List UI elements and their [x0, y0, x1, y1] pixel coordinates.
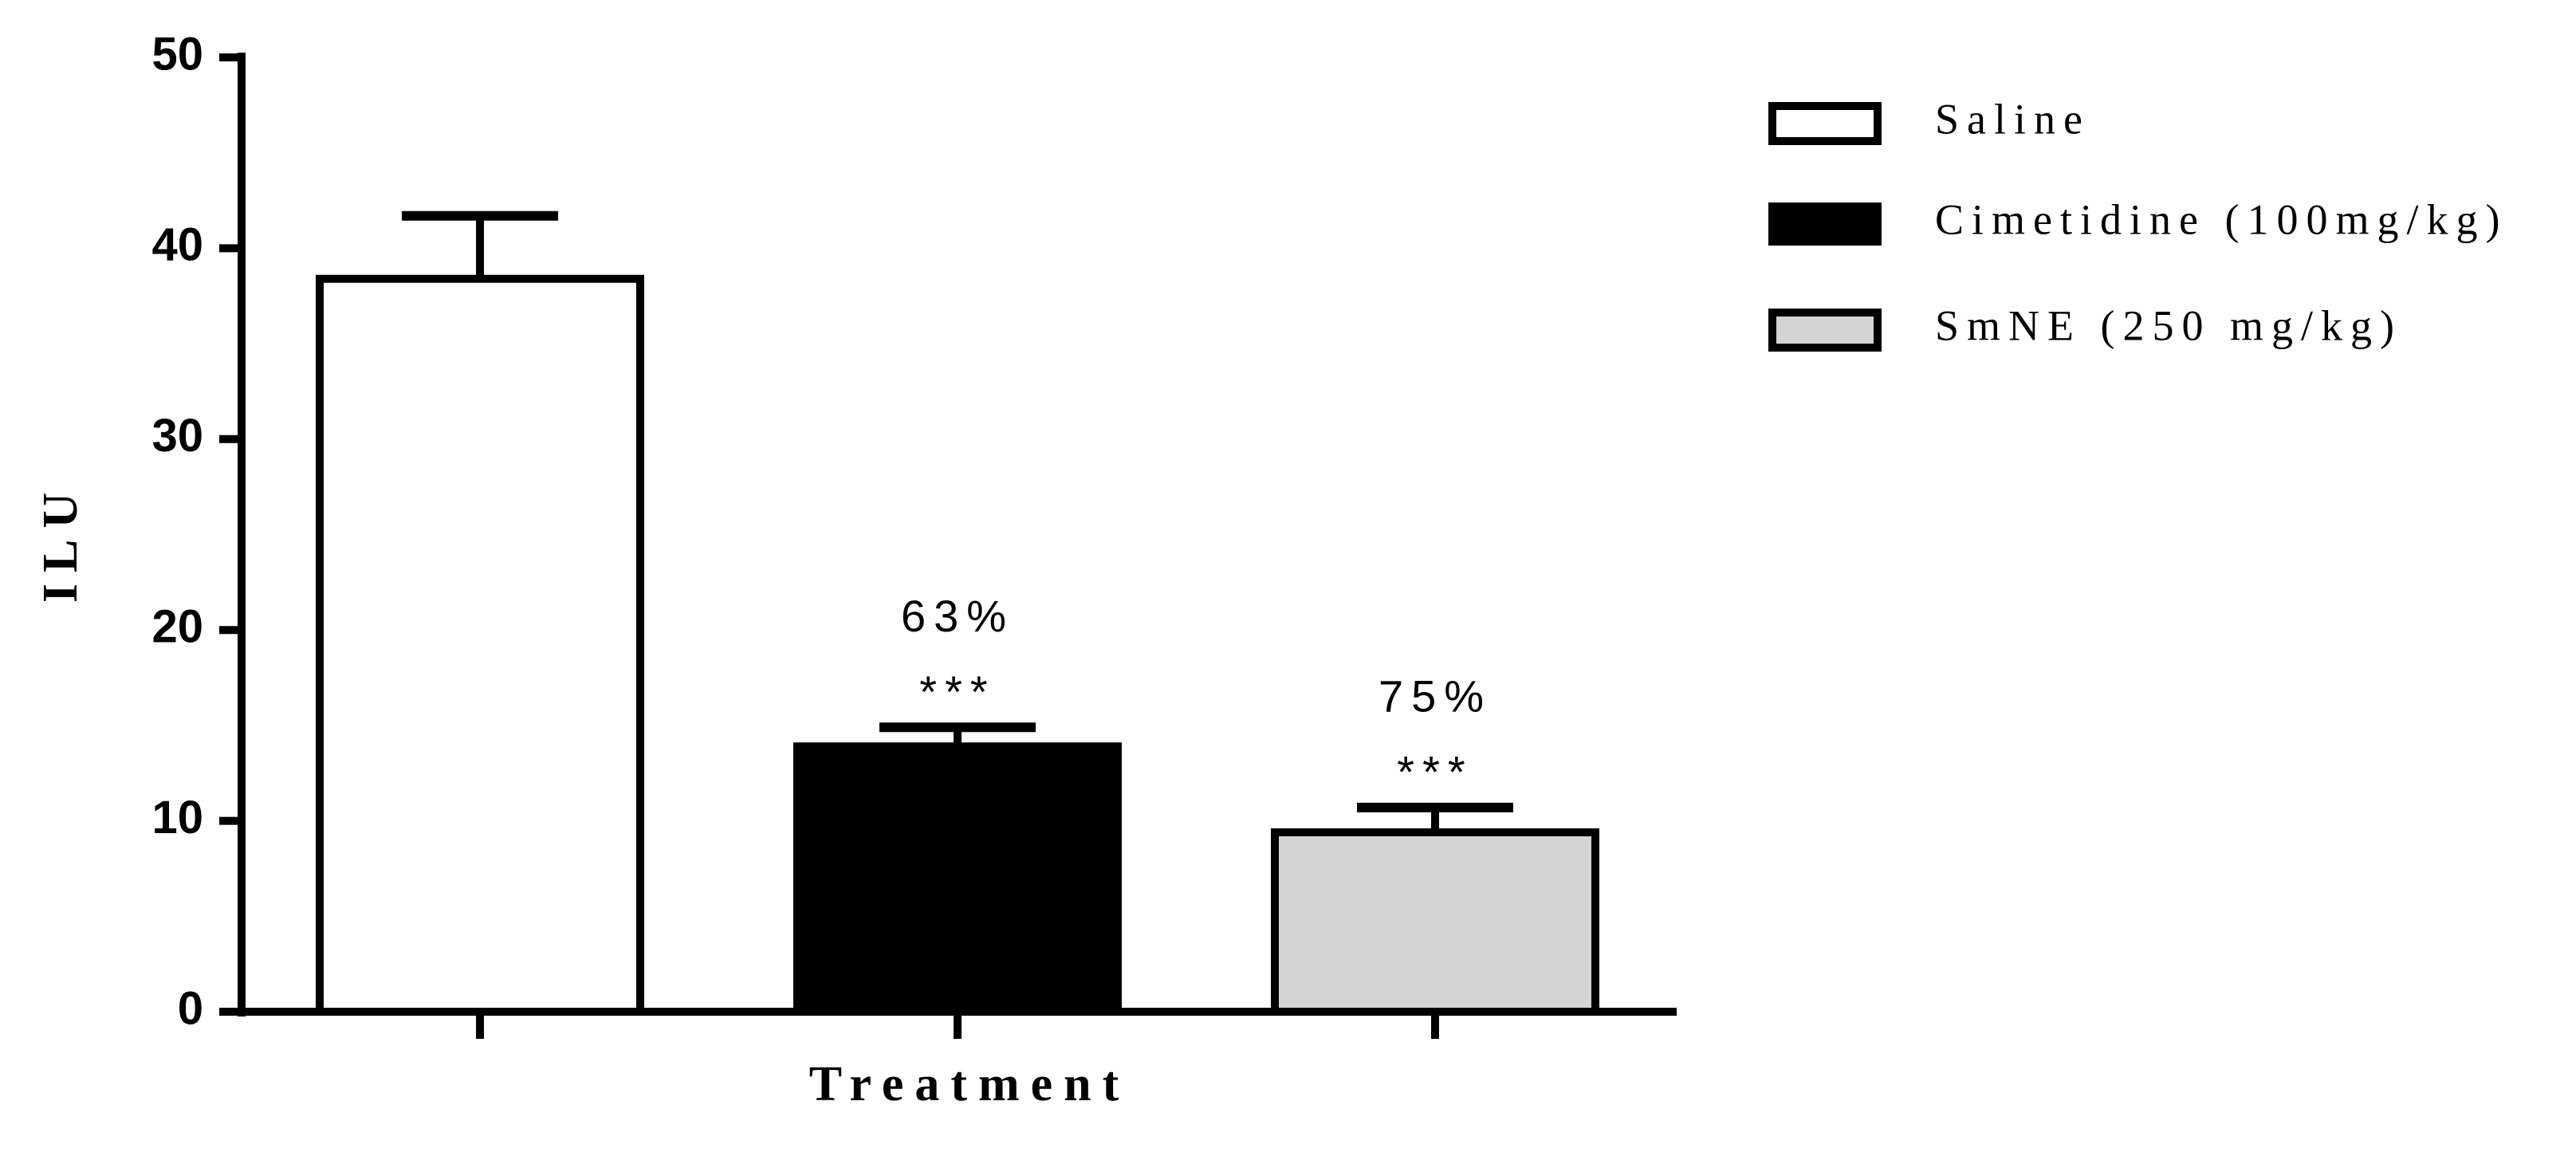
- y-tick-label: 0: [178, 982, 203, 1034]
- significance-label: ***: [919, 667, 995, 717]
- legend-label: Saline: [1935, 95, 2090, 143]
- percent-label: 63%: [901, 591, 1014, 641]
- y-tick-label: 20: [151, 601, 203, 653]
- significance-label: ***: [1397, 747, 1473, 797]
- bar: [1271, 828, 1599, 1016]
- legend-swatch: [1768, 203, 1882, 246]
- bar: [316, 274, 644, 1017]
- legend-swatch: [1768, 102, 1882, 145]
- y-tick-label: 10: [151, 792, 203, 844]
- y-tick-label: 30: [151, 410, 203, 462]
- y-tick-label: 50: [151, 28, 203, 80]
- legend-label: SmNE (250 mg/kg): [1935, 301, 2402, 349]
- legend-swatch: [1768, 309, 1882, 352]
- y-tick-label: 40: [151, 219, 203, 271]
- legend-label: Cimetidine (100mg/kg): [1935, 195, 2507, 243]
- bar: [793, 742, 1122, 1016]
- percent-label: 75%: [1378, 671, 1492, 722]
- y-axis-title: ILU: [33, 482, 88, 603]
- x-axis-title: Treatment: [809, 1057, 1131, 1111]
